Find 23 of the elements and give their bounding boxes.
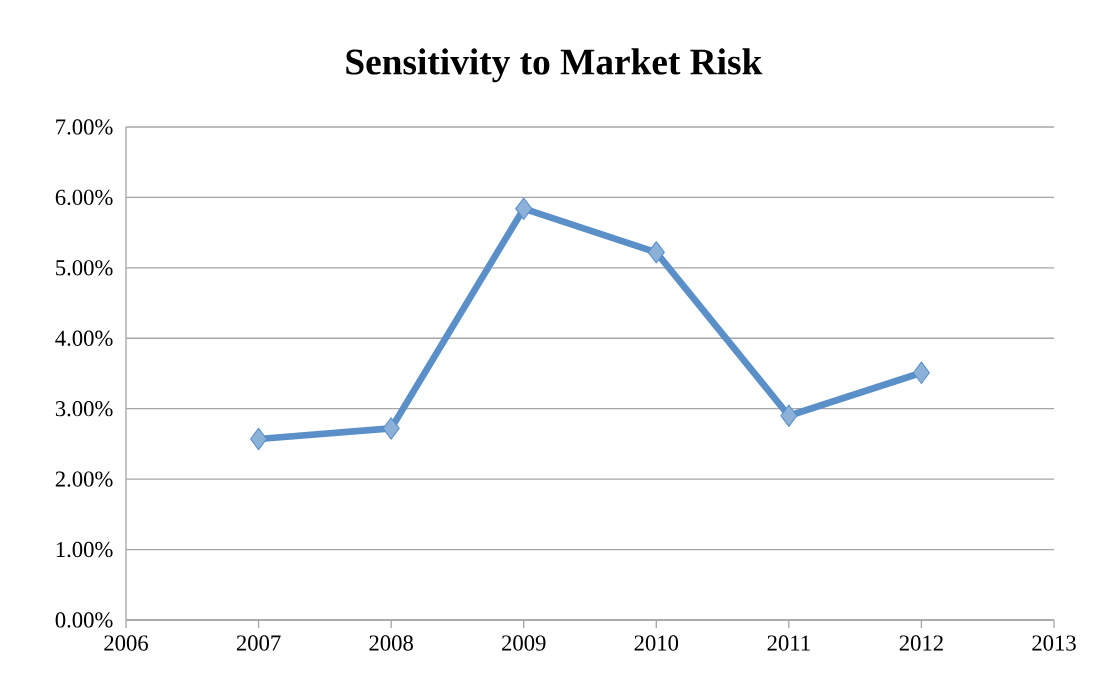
- x-tick-label: 2013: [1032, 635, 1076, 651]
- y-tick-label: 5.00%: [56, 260, 113, 276]
- y-tick-label: 2.00%: [55, 471, 113, 487]
- y-tick-label: 6.00%: [55, 189, 113, 206]
- point: [780, 404, 798, 427]
- x-tick-label: 2007: [236, 635, 281, 651]
- point: [515, 197, 533, 220]
- y-tick-label: 7.00%: [56, 119, 113, 135]
- y-tick-label: 0.00%: [55, 612, 113, 628]
- point: [382, 417, 400, 440]
- point: [647, 241, 665, 264]
- y-tick-label: 3.00%: [55, 401, 113, 417]
- point: [250, 427, 268, 451]
- x-tick-label: 2006: [104, 635, 148, 651]
- x-tick-label: 2012: [899, 635, 943, 651]
- x-tick-label: 2009: [502, 635, 546, 651]
- y-tick-label: 4.00%: [55, 330, 113, 346]
- x-tick-label: 2011: [767, 635, 810, 651]
- y-tick-label: 1.00%: [56, 541, 113, 558]
- chart-title: Sensitivity to Market Risk: [346, 48, 763, 83]
- x-tick-label: 2010: [634, 635, 679, 651]
- point: [912, 361, 930, 384]
- x-tick-label: 2008: [369, 635, 413, 651]
